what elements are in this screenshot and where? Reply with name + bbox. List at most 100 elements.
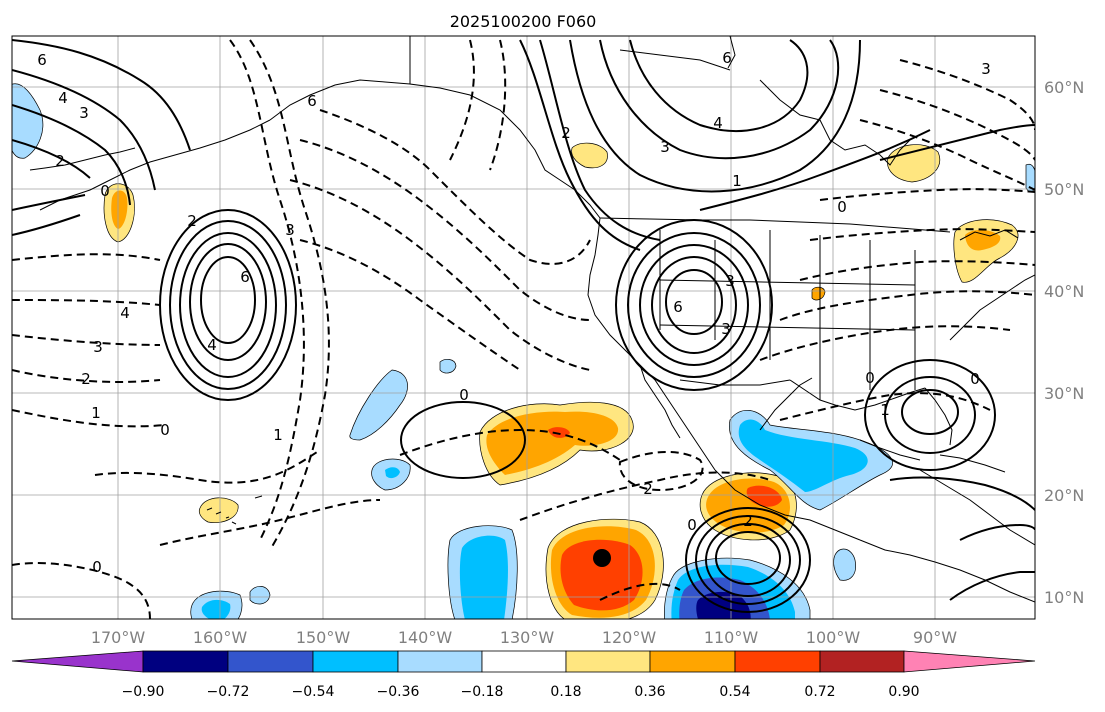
contour-label: 0 [865,369,875,387]
shade-neg-west-3b [385,467,400,479]
lon-label: 150°W [296,628,351,647]
contour-label: 4 [58,89,68,107]
contour-label: 1 [880,401,890,419]
contour-label: 3 [93,338,103,356]
contour-label: 2 [643,480,653,498]
colorbar-tick-label: 0.18 [550,684,581,700]
longitude-labels: 170°W 160°W 150°W 140°W 130°W 120°W 110°… [91,628,957,647]
colorbar-tick-label: −0.54 [292,684,335,700]
colorbar-ticks: −0.90 −0.72 −0.54 −0.36 −0.18 0.18 0.36 … [122,684,920,700]
contour-label: 2 [55,152,65,170]
colorbar-extend-low [11,650,144,673]
contour-labels: 6 4 3 2 6 0 4 3 2 1 0 0 2 6 4 3 1 0 2 2 … [37,49,991,576]
shaded-anomaly-fields [12,83,1035,619]
contour-label: 2 [187,212,197,230]
shade-pos-aleutian-b [111,190,128,229]
lat-label: 60°N [1044,78,1084,97]
lat-label: 40°N [1044,282,1084,301]
contour-label: 3 [660,138,670,156]
shade-neg-gulf-small [833,548,856,581]
contours-positive [12,39,1035,613]
colorbar-bin [649,650,736,673]
shade-pos-hawaii [198,497,239,524]
colorbar-tick-label: −0.90 [122,684,165,700]
map-title: 2025100200 F060 [450,12,597,31]
shade-neg-west-1b [459,535,508,619]
contour-label: 1 [732,172,742,190]
colorbar-bin [819,650,905,673]
contour-label: 0 [92,558,102,576]
shade-neg-west-4 [439,359,457,374]
lon-label: 160°W [193,628,248,647]
lon-label: 110°W [704,628,759,647]
shade-neg-west-6 [249,586,271,605]
colorbar-bin [481,650,567,673]
contour-label: 1 [91,404,101,422]
map-area: 6 4 3 2 6 0 4 3 2 1 0 0 2 6 4 3 1 0 2 2 … [12,36,1035,619]
shade-pos-blob-1b [486,411,619,475]
contour-label: 0 [160,421,170,439]
contour-label: 0 [100,182,110,200]
contour-label: 6 [37,51,47,69]
colorbar-bin [312,650,399,673]
contour-label: 2 [81,370,91,388]
colorbar-bin [734,650,821,673]
colorbar-tick-label: 0.54 [719,684,750,700]
colorbar-tick-label: −0.18 [461,684,504,700]
contour-label: 0 [970,370,980,388]
lon-label: 170°W [91,628,146,647]
colorbar-tick-label: −0.72 [207,684,250,700]
colorbar-tick-label: −0.36 [377,684,420,700]
lon-label: 100°W [806,628,861,647]
contour-label: 4 [207,336,217,354]
shade-neg-mexico-b [738,419,868,492]
contour-label: 0 [687,516,697,534]
shade-pos-blob-2c [560,539,643,611]
coastlines [29,36,1035,603]
contour-label: 6 [240,268,250,286]
shade-pos-bc [571,142,608,169]
colorbar-extend-high [903,650,1036,673]
map-frame [11,35,1036,620]
contour-label: 6 [673,298,683,316]
colorbar-bin [142,650,229,673]
contour-label: 4 [713,114,723,132]
colorbar-bin [565,650,651,673]
colorbar-tick-label: 0.90 [888,684,919,700]
lon-label: 120°W [602,628,657,647]
lon-label: 140°W [398,628,453,647]
shade-pos-blob-3c [746,485,782,507]
colorbar-bin [227,650,314,673]
lat-label: 10°N [1044,588,1084,607]
lon-label: 90°W [913,628,957,647]
shade-neg-west-5b [201,599,231,619]
contour-label: 0 [837,198,847,216]
contour-label: 3 [981,60,991,78]
storm-center-marker [593,549,611,567]
contour-label: 3 [285,221,295,239]
shade-neg-west-2 [349,369,408,441]
shade-pos-blob-1c [548,427,570,438]
contour-label: 0 [459,386,469,404]
contour-label: 4 [120,304,130,322]
contour-label: 1 [273,426,283,444]
contour-label: 6 [722,49,732,67]
shade-pos-plains [811,286,826,301]
contour-label: 2 [743,512,753,530]
colorbar-bin [397,650,483,673]
contour-label: 3 [79,104,89,122]
colorbar-tick-label: 0.36 [634,684,665,700]
lat-label: 20°N [1044,486,1084,505]
contour-label: 3 [721,320,731,338]
contour-label: 6 [307,92,317,110]
contour-label: 3 [725,272,735,290]
latitude-labels: 60°N 50°N 40°N 30°N 20°N 10°N [1044,78,1084,607]
contours-negative [12,39,1035,619]
colorbar-tick-label: 0.72 [804,684,835,700]
lon-label: 130°W [500,628,555,647]
graticule [12,36,1035,619]
contour-label: 2 [561,124,571,142]
colorbar [11,650,1036,673]
lat-label: 30°N [1044,384,1084,403]
